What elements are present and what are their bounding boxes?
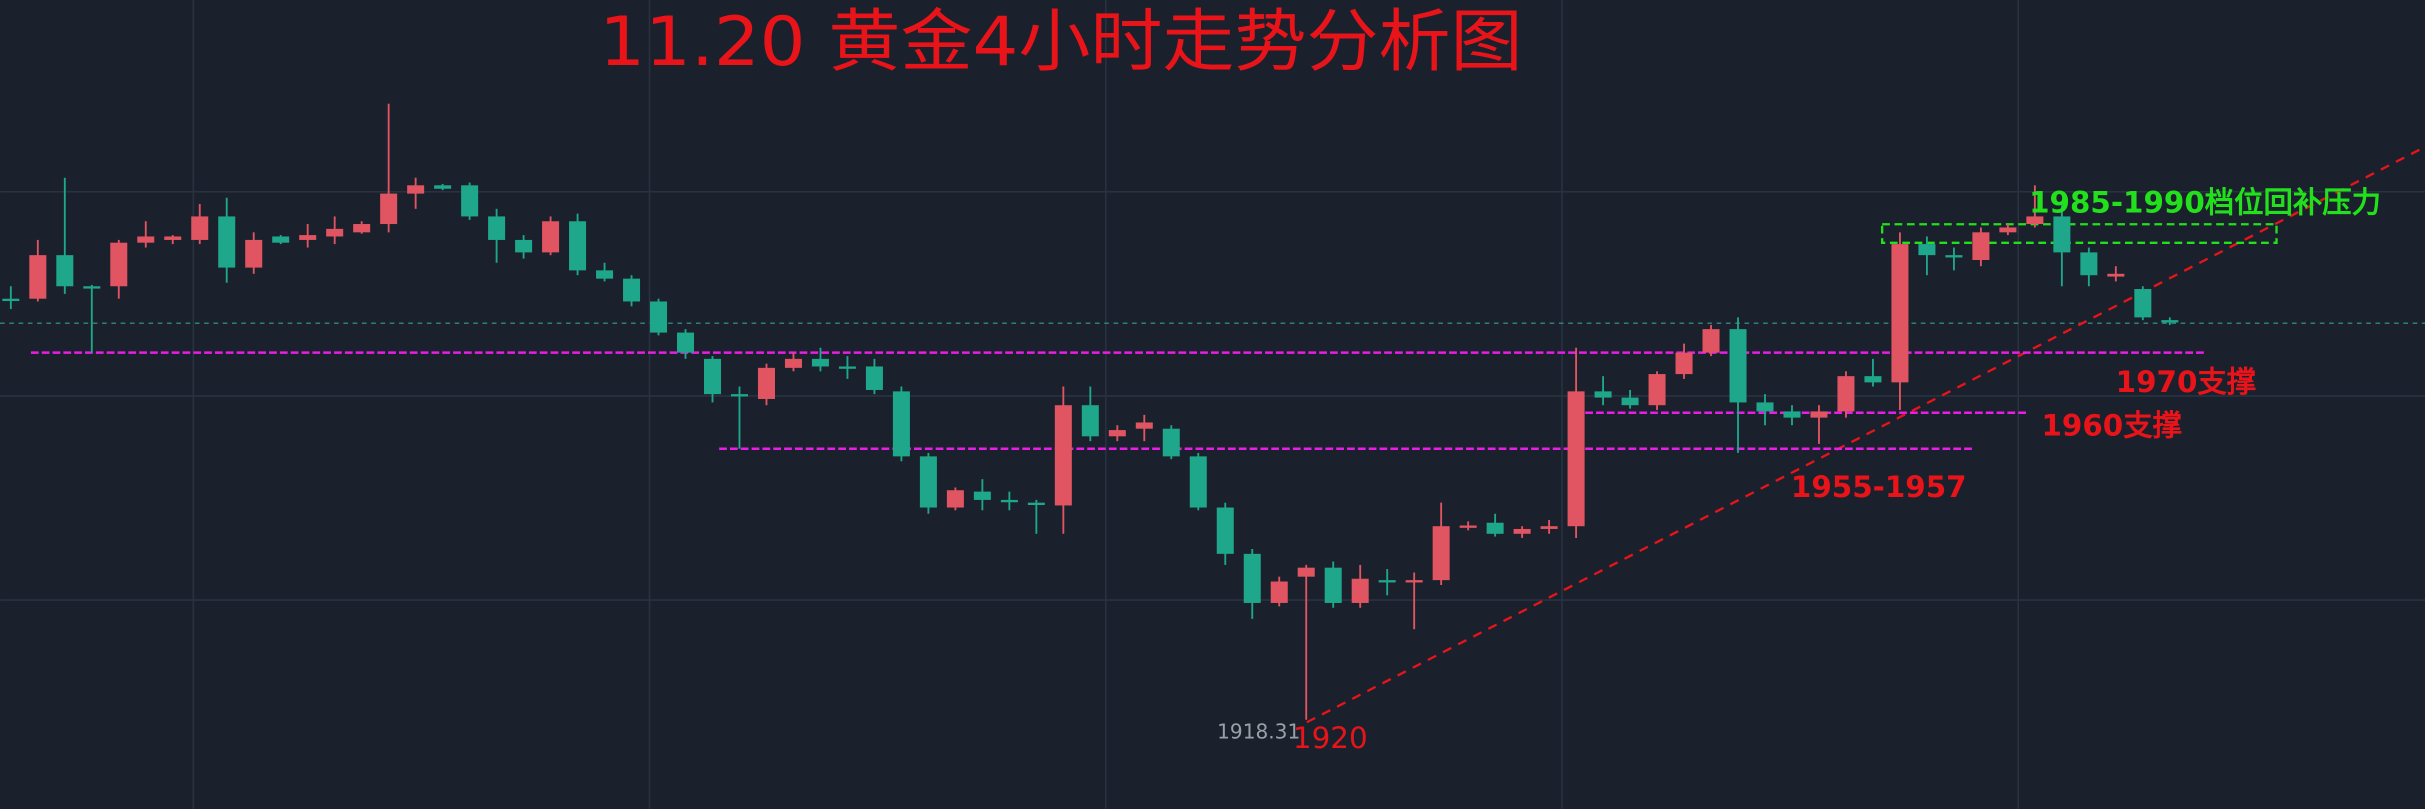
candle-body [703, 358, 722, 395]
candle-body [1810, 411, 1828, 418]
candle-body [272, 236, 290, 243]
candle-body [1162, 428, 1180, 457]
candle-body [488, 216, 506, 240]
candle-body [1999, 227, 2017, 233]
annotations: 1985-1990档位回补压力 1970支撑 1960支撑 1955-1957 1920… [1217, 186, 2381, 755]
candle-body [1243, 553, 1261, 603]
candle-body [218, 216, 236, 268]
resistance-zone [1880, 223, 2278, 244]
candle-body [1081, 405, 1099, 437]
candle-body [380, 193, 398, 225]
candle-body [245, 239, 263, 268]
candle-body [811, 358, 829, 367]
candle-body [838, 366, 856, 369]
candle-body [1270, 581, 1288, 603]
candle-body [784, 358, 802, 368]
candle-body [1189, 456, 1207, 508]
candle-body [461, 185, 479, 217]
candle-body [1945, 255, 1963, 258]
annotation: 1960支撑 [2041, 408, 2182, 442]
candle-body [353, 224, 371, 233]
candle-body [1324, 567, 1342, 603]
candle-body [1756, 402, 1774, 412]
candle-body [596, 270, 614, 279]
candle-body [2080, 252, 2098, 276]
candle-body [1594, 391, 1612, 398]
candle-body [1567, 391, 1585, 527]
candle-body [2134, 289, 2152, 318]
candle-body [1378, 580, 1396, 583]
candle-body [1540, 526, 1558, 529]
candle-body [892, 391, 910, 457]
candle-body [730, 394, 748, 397]
annotation: 1955-1957 [1791, 470, 1967, 504]
candle-body [1054, 405, 1072, 506]
annotation: 1985-1990档位回补压力 [2029, 186, 2381, 220]
candle-body [542, 221, 560, 253]
candle-body [137, 236, 155, 243]
candle-body [83, 286, 101, 289]
candle-body [1216, 507, 1234, 554]
candle-body [2107, 273, 2125, 277]
candle-body [1405, 580, 1423, 583]
levels [30, 351, 2204, 450]
annotation: 1970支撑 [2116, 365, 2257, 399]
candle-body [1891, 244, 1909, 383]
candle-body [1486, 522, 1504, 534]
candle-body [1972, 232, 1990, 260]
candle-body [2, 298, 20, 302]
candle-body [946, 490, 964, 508]
candle-body [2026, 216, 2044, 225]
candle-body [1864, 376, 1882, 383]
candle-body [326, 228, 344, 237]
candle-body [1351, 578, 1369, 603]
candle-body [1702, 329, 1720, 353]
candle-body [1837, 376, 1855, 412]
candle-body [1513, 528, 1531, 534]
candle-body [1432, 526, 1450, 581]
candles [2, 103, 2179, 720]
candle-body [1648, 374, 1666, 406]
candle-body [623, 278, 641, 302]
candle-body [919, 456, 937, 508]
candle-body [569, 221, 587, 271]
candle-body [1729, 329, 1747, 403]
candle-body [973, 491, 991, 500]
candle-body [56, 255, 74, 287]
candle-body [1783, 411, 1801, 418]
candle-body [1621, 397, 1639, 406]
annotation: 1918.31 [1217, 720, 1300, 744]
candle-body [650, 301, 668, 333]
candle-body [1459, 525, 1477, 528]
candle-body [757, 367, 775, 399]
chart-title: 11.20 黄金4小时走势分析图 [599, 3, 1522, 82]
candle-body [434, 185, 452, 189]
candle-body [407, 185, 425, 194]
candle-body [29, 255, 47, 299]
candle-body [1297, 567, 1315, 577]
trend-line [1306, 145, 2425, 724]
candle-body [865, 366, 883, 390]
candle-body [515, 239, 533, 253]
candle-body [164, 236, 182, 240]
candle-body [1000, 499, 1018, 503]
candle-body [299, 235, 317, 240]
candle-body [1135, 422, 1153, 429]
candle-body [1918, 244, 1936, 256]
candle-body [110, 242, 128, 287]
annotation: 1920 [1293, 721, 1368, 755]
candle-body [2161, 320, 2179, 323]
candle-body [1108, 430, 1126, 437]
candle-body [1675, 352, 1693, 375]
candle-body [191, 216, 209, 240]
candle-body [1027, 502, 1045, 506]
candle-body [2053, 216, 2071, 253]
candle-body [677, 332, 695, 353]
